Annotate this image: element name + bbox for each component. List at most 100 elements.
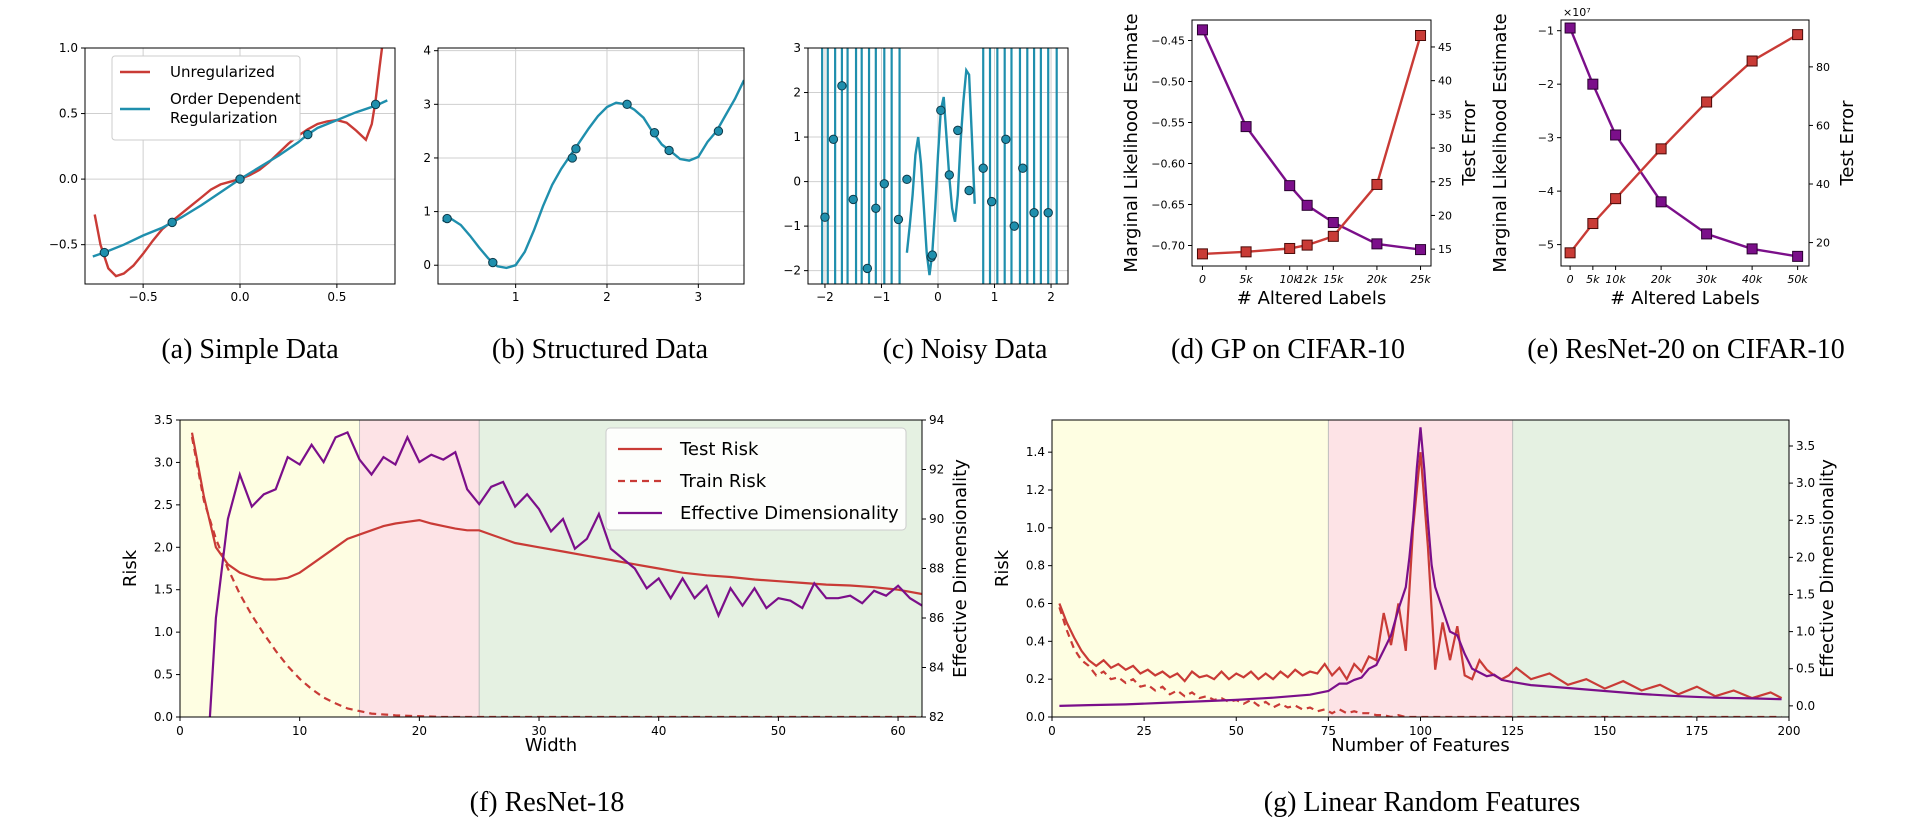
x-tick-label: 3 <box>695 290 703 304</box>
data-point <box>1371 178 1383 190</box>
plot-frame <box>807 47 1069 285</box>
y2-tick-label: 86 <box>929 611 944 625</box>
y-tick-label: −0.5 <box>49 238 78 252</box>
x-tick-label: 30 <box>531 724 546 738</box>
data-point <box>1029 208 1039 218</box>
legend: Test Risk Train Risk Effective Dimensional… <box>605 427 907 531</box>
data-point <box>303 129 313 140</box>
data-point <box>879 179 890 189</box>
caption: (e) ResNet-20 on CIFAR-10 <box>1527 334 1845 365</box>
data-point <box>1001 134 1011 144</box>
data-point <box>1746 243 1758 255</box>
caption: (g) Linear Random Features <box>1264 787 1580 818</box>
y2-tick-label: 92 <box>929 463 944 477</box>
y-tick-label: 0.8 <box>1026 559 1045 573</box>
y-tick-label: 2.5 <box>154 498 173 512</box>
series-line <box>1568 27 1798 258</box>
y2-tick-label: 88 <box>929 562 944 576</box>
data-point <box>1587 78 1599 90</box>
data-point <box>1240 246 1252 258</box>
y2-tick-label: 0.5 <box>1796 662 1815 676</box>
data-point <box>871 203 881 214</box>
x-tick-label: 10 <box>292 724 307 738</box>
y-tick-label: 1 <box>423 205 431 219</box>
y-tick-label: −4 <box>1538 185 1554 198</box>
data-point <box>978 163 988 173</box>
legend-label: Unregularized <box>170 63 275 81</box>
y2-tick-label: 15 <box>1438 243 1452 256</box>
data-point <box>1655 196 1667 208</box>
series-line <box>190 432 922 596</box>
data-point <box>1043 208 1053 218</box>
data-point <box>1746 55 1758 67</box>
y-tick-label: 4 <box>423 44 431 58</box>
y2-tick-label: 40 <box>1816 178 1830 191</box>
chart-b: 1 2 3 0 1 2 3 4 (b) Structured Data <box>423 44 745 365</box>
data-point <box>1327 217 1339 229</box>
chart-g: 0 25 50 75 100 125 150 175 200 0.0 0.2 0.4 0.6 0.8 1.0… <box>992 419 1838 818</box>
x-tick-label: 5k <box>1239 273 1253 286</box>
data-point <box>1284 180 1296 192</box>
data-point <box>1655 143 1667 155</box>
plot-frame <box>1191 19 1432 267</box>
y-tick-label: 0 <box>793 175 801 189</box>
y2-tick-label: 35 <box>1438 108 1452 121</box>
y-tick-label: 0.0 <box>59 172 78 186</box>
y2-tick-label: 94 <box>929 413 944 427</box>
y-axis-label: Marginal Likelihood Estimate <box>1490 13 1511 272</box>
y-tick-label: 2 <box>423 151 431 165</box>
y-tick-label: 0.6 <box>1026 596 1045 610</box>
caption: (c) Noisy Data <box>883 334 1048 365</box>
x-tick-label: 60 <box>890 724 905 738</box>
x-tick-label: 10k <box>1605 273 1626 286</box>
data-point <box>1196 24 1208 36</box>
x-tick-label: 200 <box>1778 724 1801 738</box>
shaded-region <box>359 420 480 717</box>
data-point <box>986 196 997 207</box>
x-tick-label: 50k <box>1787 273 1808 286</box>
x-tick-label: 15k <box>1323 273 1344 286</box>
chart-f: 0 10 20 30 40 50 60 0.0 0.5 1.0 1.5 2.0 2.5 3.0 3.5 82 8… <box>120 413 971 818</box>
series-line <box>441 79 744 270</box>
series-line <box>1569 33 1799 254</box>
y-tick-label: −3 <box>1538 132 1554 145</box>
data-point <box>1018 163 1028 173</box>
y-tick-label: 1.0 <box>154 625 173 639</box>
data-point <box>944 170 955 180</box>
y-tick-label: −2 <box>783 264 801 278</box>
data-point <box>1301 199 1313 211</box>
x-tick-label: 0.0 <box>230 290 249 304</box>
series-line <box>208 430 922 717</box>
y-tick-label: 3.0 <box>154 455 173 469</box>
y-axis-label: Risk <box>120 549 141 587</box>
data-point <box>1792 29 1804 41</box>
caption: (b) Structured Data <box>492 334 709 365</box>
y-tick-label: −0.60 <box>1151 158 1185 171</box>
x-tick-label: 1 <box>512 290 520 304</box>
y-tick-label: 0.2 <box>1026 672 1045 686</box>
y-tick-label: 1.0 <box>1026 521 1045 535</box>
caption: (a) Simple Data <box>161 334 339 365</box>
y2-axis-label: Effective Dimensionality <box>950 459 971 678</box>
data-point <box>953 125 963 136</box>
data-point <box>713 126 724 136</box>
plot-frame <box>179 419 923 718</box>
legend-box <box>111 55 301 141</box>
y2-tick-label: 2.5 <box>1796 513 1815 527</box>
x-tick-label: 10k <box>1280 273 1301 286</box>
y-tick-label: 3 <box>423 97 431 111</box>
data-point <box>1564 22 1576 34</box>
y-tick-label: −2 <box>1538 78 1554 91</box>
data-point <box>820 212 830 222</box>
legend-label: Test Risk <box>679 439 759 460</box>
data-point <box>1196 248 1208 260</box>
data-point <box>862 263 873 274</box>
legend: Unregularized Order Dependent Regularizati… <box>111 55 301 141</box>
x-tick-label: 25k <box>1410 273 1431 286</box>
x-tick-label: 2 <box>603 290 611 304</box>
x-tick-label: −0.5 <box>129 290 158 304</box>
data-point <box>649 128 660 138</box>
data-point <box>927 250 938 260</box>
data-point <box>1009 221 1020 231</box>
